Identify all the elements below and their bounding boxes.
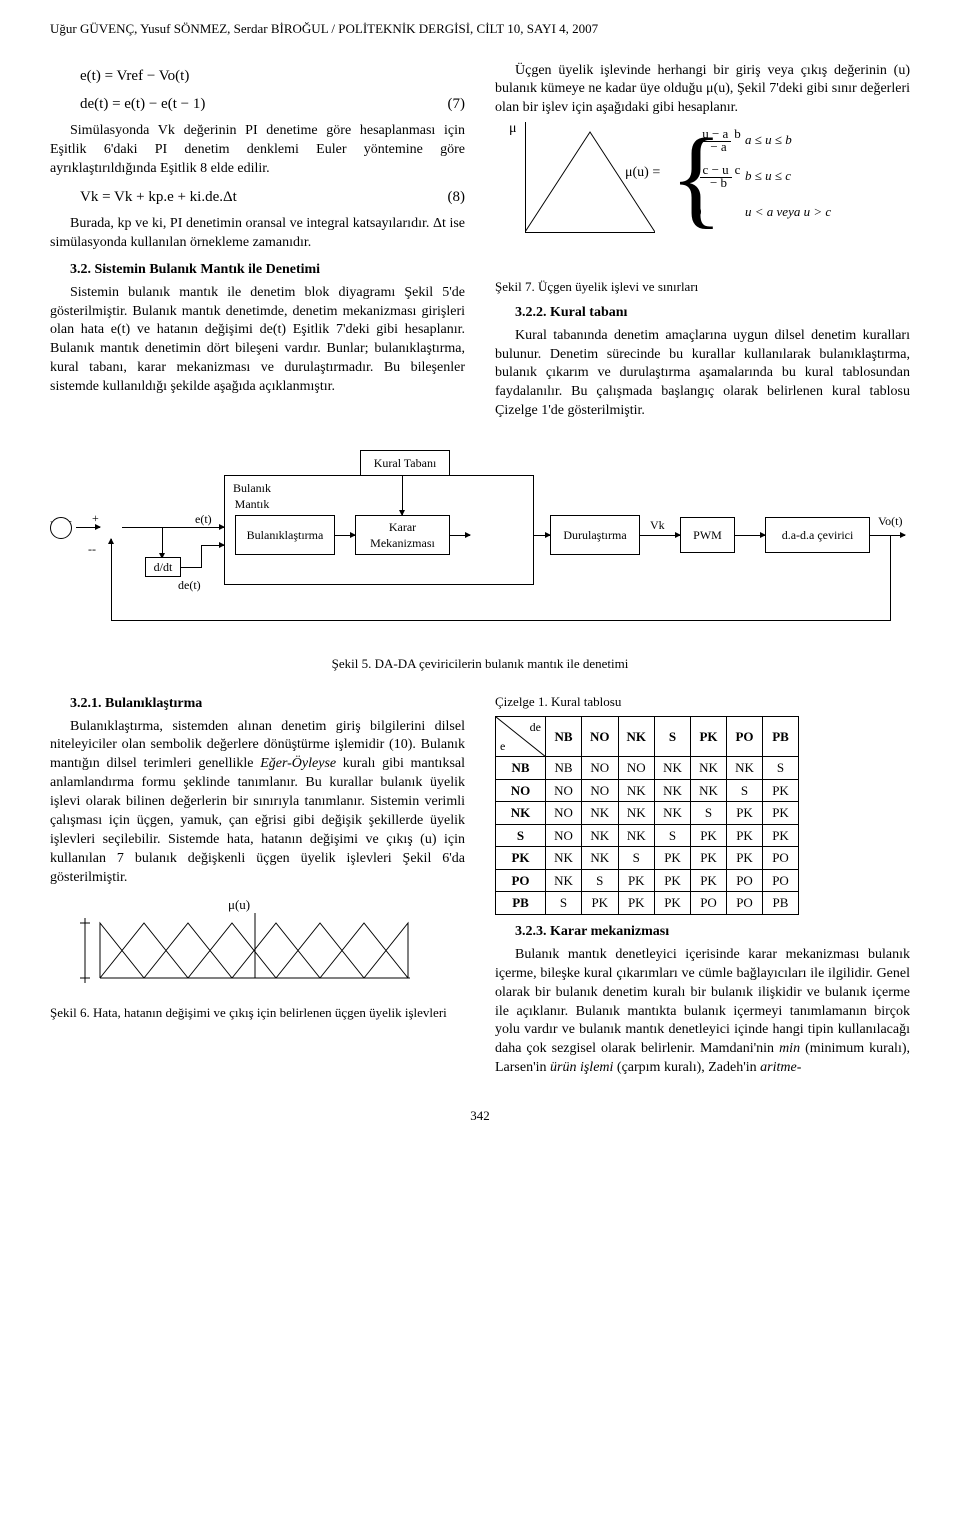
vk-label: Vk [650, 517, 665, 533]
equation-det: de(t) = e(t) − e(t − 1) (7) [50, 94, 465, 114]
lower-right-column: Çizelge 1. Kural tablosu de e NB NO NK S… [495, 687, 910, 1083]
det-label: de(t) [178, 577, 201, 593]
mu-label: μ [509, 120, 517, 139]
vo-label: Vo(t) [878, 513, 902, 529]
lower-columns: 3.2.1. Bulanıklaştırma Bulanıklaştırma, … [50, 687, 910, 1083]
mu-u-label: μ(u) = [625, 164, 660, 183]
membership-functions-icon [80, 898, 430, 998]
mu-u-label-fig6: μ(u) [228, 896, 250, 914]
rule-base-box: Kural Tabanı [360, 450, 450, 476]
col-hdr: PB [763, 717, 799, 757]
table-row: PBSPKPKPKPOPOPB [496, 892, 799, 915]
para-b1: Bulanıklaştırma, sistemden alınan deneti… [50, 718, 465, 888]
table-row: PKNKNKSPKPKPKPO [496, 847, 799, 870]
col-hdr: S [655, 717, 691, 757]
figure-6: μ(u) [80, 898, 430, 998]
para-r1: Üçgen üyelik işlevinde herhangi bir giri… [495, 62, 910, 119]
col-hdr: NO [582, 717, 619, 757]
para-2: Burada, kp ve ki, PI denetimin oransal v… [50, 215, 465, 253]
equation-vk: Vk = Vk + kp.e + ki.de.Δt (8) [50, 187, 465, 207]
right-column: Üçgen üyelik işlevinde herhangi bir giri… [495, 58, 910, 426]
page-number: 342 [50, 1107, 910, 1125]
col-hdr: PK [691, 717, 727, 757]
ddt-box: d/dt [145, 557, 181, 577]
table-row: NONONONKNKNKSPK [496, 779, 799, 802]
upper-columns: e(t) = Vref − Vo(t) de(t) = e(t) − e(t −… [50, 58, 910, 426]
section-3-2-3: 3.2.3. Karar mekanizması [515, 923, 910, 942]
table-caption: Çizelge 1. Kural tablosu [495, 693, 910, 711]
rule-table: de e NB NO NK S PK PO PB NBNBNONONKNKNKS… [495, 716, 799, 915]
fuzzification-box: Bulanıklaştırma [235, 515, 335, 555]
left-column: e(t) = Vref − Vo(t) de(t) = e(t) − e(t −… [50, 58, 465, 426]
table-row: NKNONKNKNKSPKPK [496, 802, 799, 825]
equation-et: e(t) = Vref − Vo(t) [50, 66, 465, 86]
figure-5-caption: Şekil 5. DA-DA çeviricilerin bulanık man… [50, 655, 910, 673]
figure-7-caption: Şekil 7. Üçgen üyelik işlevi ve sınırlar… [495, 278, 910, 296]
pwm-box: PWM [680, 517, 735, 553]
figure-6-caption: Şekil 6. Hata, hatanın değişimi ve çıkış… [50, 1004, 465, 1022]
minus-label: -- [88, 541, 96, 557]
converter-box: d.a-d.a çevirici [765, 517, 870, 553]
para-b2: Bulanık mantık denetleyici içerisinde ka… [495, 946, 910, 1078]
para-1: Simülasyonda Vk değerinin PI denetime gö… [50, 122, 465, 179]
table-corner: de e [496, 717, 546, 757]
col-hdr: PO [727, 717, 763, 757]
table-row: SNONKNKSPKPKPK [496, 824, 799, 847]
figure-5-diagram: Vref + -- e(t) d/dt de(t) Bulanık Mantık… [50, 455, 910, 635]
decision-box: Karar Mekanizması [355, 515, 450, 555]
defuzz-box: Durulaştırma [550, 515, 640, 555]
sum-junction-icon [50, 517, 72, 539]
page-header: Uğur GÜVENÇ, Yusuf SÖNMEZ, Serdar BİROĞU… [50, 20, 910, 38]
et-label: e(t) [195, 511, 212, 527]
para-3: Sistemin bulanık mantık ile denetim blok… [50, 284, 465, 397]
table-row: NBNBNONONKNKNKS [496, 757, 799, 780]
section-3-2-1: 3.2.1. Bulanıklaştırma [70, 695, 465, 714]
table-row: PONKSPKPKPKPOPO [496, 869, 799, 892]
section-3-2: 3.2. Sistemin Bulanık Mantık ile Denetim… [70, 261, 465, 280]
lower-left-column: 3.2.1. Bulanıklaştırma Bulanıklaştırma, … [50, 687, 465, 1083]
section-3-2-2: 3.2.2. Kural tabanı [515, 304, 910, 323]
col-hdr: NB [546, 717, 582, 757]
piecewise-cases: u − ab − a a ≤ u ≤ b c − uc − b b ≤ u ≤ … [695, 122, 875, 230]
col-hdr: NK [618, 717, 655, 757]
para-r2: Kural tabanında denetim amaçlarına uygun… [495, 327, 910, 421]
figure-7: μ μ(u) = { u − ab − a a ≤ u ≤ b c − uc −… [495, 122, 910, 272]
